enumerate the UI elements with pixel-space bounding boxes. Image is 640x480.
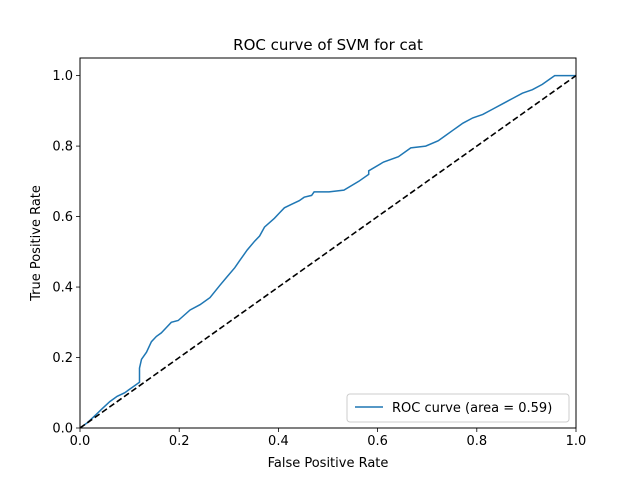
roc-curve-line bbox=[79, 74, 576, 429]
legend-label: ROC curve (area = 0.59) bbox=[392, 401, 552, 416]
y-tick-label: 0.0 bbox=[52, 422, 73, 437]
x-tick-label: 1.0 bbox=[566, 434, 587, 449]
x-tick-label: 0.2 bbox=[169, 434, 190, 449]
y-tick-label: 0.2 bbox=[52, 351, 73, 366]
legend: ROC curve (area = 0.59) bbox=[346, 393, 570, 423]
x-tick-label: 0.8 bbox=[466, 434, 487, 449]
chart-title: ROC curve of SVM for cat bbox=[233, 36, 423, 54]
x-tick-label: 0.0 bbox=[70, 434, 91, 449]
diagonal-reference-line bbox=[79, 74, 577, 429]
y-tick-label: 0.8 bbox=[52, 140, 73, 155]
x-tick-label: 0.4 bbox=[268, 434, 289, 449]
y-tick-label: 0.4 bbox=[52, 281, 73, 296]
y-tick-label: 0.6 bbox=[52, 210, 73, 225]
axis-ticks: 0.0 0.2 0.4 0.6 0.8 1.0 0.0 0.2 0.4 0.6 0.8 1.0 bbox=[52, 69, 586, 449]
plot-frame bbox=[79, 57, 577, 429]
plot-marks bbox=[79, 74, 577, 429]
x-tick-label: 0.6 bbox=[367, 434, 388, 449]
legend-box bbox=[346, 393, 570, 423]
x-axis-label: False Positive Rate bbox=[268, 456, 389, 471]
y-axis-label: True Positive Rate bbox=[29, 185, 44, 302]
y-tick-label: 1.0 bbox=[52, 69, 73, 84]
